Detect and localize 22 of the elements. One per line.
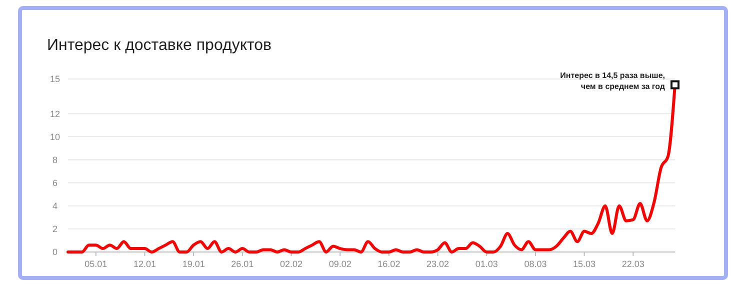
- x-tick-label: 19.01: [182, 259, 205, 269]
- annotation: Интерес в 14,5 раза выше, чем в среднем за год: [560, 70, 665, 91]
- y-tick-label: 15: [50, 74, 60, 84]
- y-tick-label: 6: [52, 178, 58, 188]
- x-tick-label: 15.03: [573, 259, 596, 269]
- y-tick-label: 8: [52, 154, 58, 165]
- y-tick-label: 12: [50, 108, 60, 119]
- y-tick-label: 0: [52, 247, 58, 258]
- x-tick-label: 05.01: [84, 259, 108, 269]
- y-tick-label: 2: [52, 224, 58, 234]
- x-tick-label: 16.02: [378, 259, 400, 269]
- x-tick-label: 23.02: [426, 259, 450, 269]
- y-tick-label: 4: [52, 201, 58, 212]
- x-tick-label: 08.03: [524, 259, 547, 269]
- x-tick-label: 22.03: [622, 259, 644, 269]
- y-tick-label: 10: [50, 132, 60, 142]
- x-tick-label: 26.01: [231, 259, 254, 269]
- x-tick-label: 02.02: [280, 259, 303, 269]
- chart-title: Интерес к доставке продуктов: [47, 37, 272, 54]
- x-tick-label: 09.02: [328, 259, 352, 269]
- x-tick-label: 01.03: [475, 259, 498, 269]
- x-tick-label: 12.01: [133, 259, 156, 269]
